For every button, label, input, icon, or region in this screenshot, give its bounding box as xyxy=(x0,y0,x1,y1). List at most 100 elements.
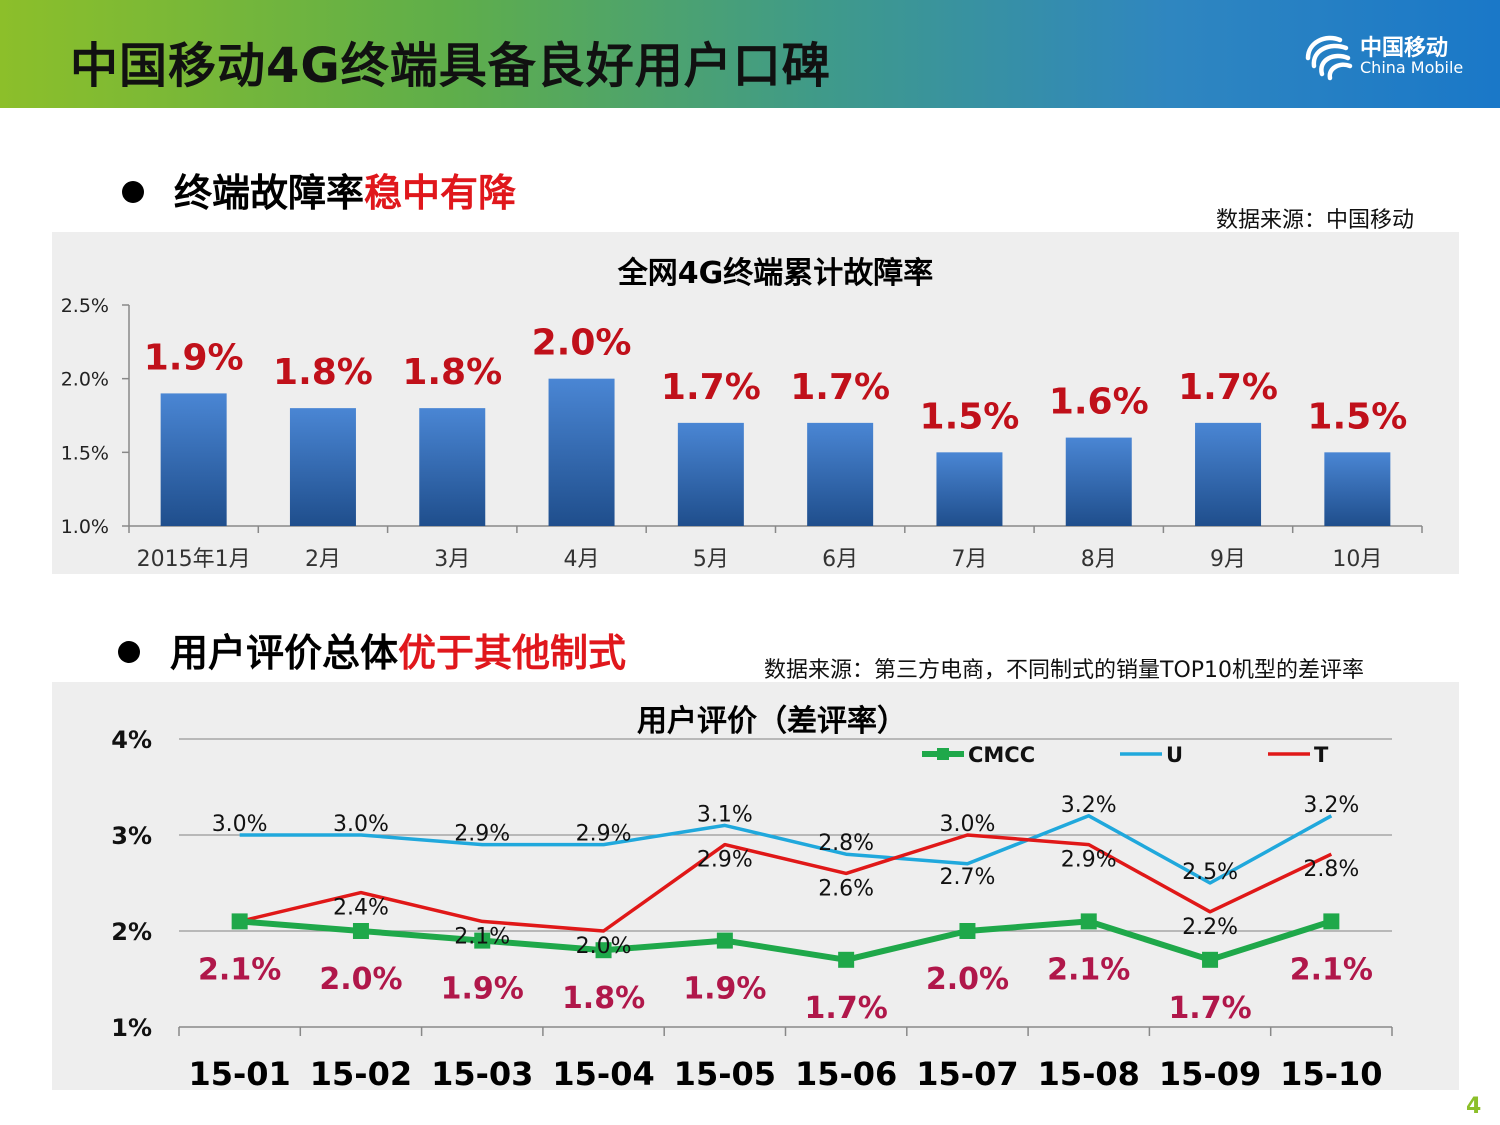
page-title: 中国移动4G终端具备良好用户口碑 xyxy=(70,38,831,94)
section2-source: 数据来源：第三方电商，不同制式的销量TOP10机型的差评率 xyxy=(764,658,1365,683)
bar xyxy=(1195,422,1262,526)
line-x-tick-label: 15-01 xyxy=(188,1055,290,1090)
line-x-tick-label: 15-06 xyxy=(795,1055,897,1090)
page-number: 4 xyxy=(1466,1094,1482,1119)
series-line-cmcc xyxy=(239,918,1333,963)
bar-x-tick-label: 2015年1月 xyxy=(137,547,251,572)
bar-x-tick-label: 8月 xyxy=(1081,547,1117,572)
section2-heading: 用户评价总体优于其他制式 xyxy=(118,622,626,677)
line-x-tick-label: 15-03 xyxy=(431,1055,533,1090)
series-u-data-label: 3.2% xyxy=(1061,793,1117,818)
cmcc-data-label: 2.0% xyxy=(926,962,1009,997)
cmcc-marker xyxy=(1202,951,1219,968)
bar-data-label: 1.6% xyxy=(1049,382,1149,423)
china-mobile-logo: 中国移动 China Mobile xyxy=(1300,28,1470,84)
logo-text-cn: 中国移动 xyxy=(1360,36,1449,61)
line-x-tick-label: 15-09 xyxy=(1159,1055,1261,1090)
cmcc-marker xyxy=(474,932,491,949)
line-x-tick-label: 15-10 xyxy=(1280,1055,1382,1090)
cmcc-marker xyxy=(1323,913,1340,930)
bar-y-tick-label: 2.5% xyxy=(61,295,109,317)
series-t-data-label: 2.2% xyxy=(1182,915,1238,940)
series-t-data-label: 2.0% xyxy=(576,934,632,959)
line-chart: 1% 2% 3% 4% 15-01 15-02 15-03 15-04 15-05 15-06 15… xyxy=(111,726,1393,1090)
cmcc-marker xyxy=(838,951,855,968)
bar-x-tick-label: 6月 xyxy=(822,547,858,572)
series-u-data-label: 2.9% xyxy=(454,822,510,847)
line-y-tick-label: 4% xyxy=(111,726,152,754)
line-x-tick-label: 15-02 xyxy=(310,1055,412,1090)
bar-x-tick-label: 4月 xyxy=(564,547,600,572)
bar xyxy=(1324,452,1391,526)
line-y-tick-label: 2% xyxy=(111,918,152,946)
bar-x-tick-label: 10月 xyxy=(1332,547,1382,572)
line-x-tick-label: 15-08 xyxy=(1038,1055,1140,1090)
cmcc-data-label: 2.1% xyxy=(1047,952,1130,987)
bar-x-tick-label: 3月 xyxy=(434,547,470,572)
section1-heading-prefix: 终端故障率 xyxy=(174,171,365,215)
section2-heading-accent: 优于其他制式 xyxy=(398,631,627,675)
series-u-data-label: 3.0% xyxy=(333,812,389,837)
bar-data-label: 1.8% xyxy=(273,352,373,393)
bar-data-label: 1.7% xyxy=(790,367,890,408)
cmcc-data-label: 1.9% xyxy=(683,972,766,1007)
failure-rate-chart-panel: 全网4G终端累计故障率 1.0% 1.5% 2.0% 2.5% 1.9% 2015年1月 1… xyxy=(52,232,1459,574)
bar xyxy=(1065,437,1132,526)
header-bar xyxy=(0,0,1500,108)
bar-x-tick-label: 9月 xyxy=(1210,547,1246,572)
bar-x-tick-label: 5月 xyxy=(693,547,729,572)
legend-label-u: U xyxy=(1166,743,1183,767)
bar-y-tick-label: 2.0% xyxy=(61,369,109,391)
series-line-u xyxy=(239,814,1333,885)
series-t-data-label: 2.4% xyxy=(333,896,389,921)
cmcc-data-label: 1.7% xyxy=(805,991,888,1026)
cmcc-data-label: 1.8% xyxy=(562,981,645,1016)
bar-data-label: 1.7% xyxy=(1178,367,1278,408)
bar-x-tick-label: 7月 xyxy=(951,547,987,572)
series-line-t xyxy=(239,833,1333,933)
series-u-data-label: 3.0% xyxy=(212,812,268,837)
cmcc-data-label: 1.7% xyxy=(1168,991,1251,1026)
cmcc-marker xyxy=(1080,913,1097,930)
bar-y-tick-label: 1.5% xyxy=(61,442,109,464)
china-mobile-logo-icon xyxy=(1305,35,1353,81)
bullet-icon xyxy=(122,180,144,203)
line-x-tick-label: 15-07 xyxy=(916,1055,1018,1090)
line-x-tick-label: 15-05 xyxy=(674,1055,776,1090)
series-u-data-label: 2.9% xyxy=(576,822,632,847)
series-t-data-label: 2.9% xyxy=(697,848,753,873)
series-t-data-label: 3.0% xyxy=(939,812,995,837)
section1-source: 数据来源：中国移动 xyxy=(1216,208,1415,233)
user-rating-chart-panel: 用户评价（差评率） 1% 2% 3% 4% 15-01 15-02 15-03 15-04 15… xyxy=(52,682,1459,1090)
line-y-tick-label: 3% xyxy=(111,822,152,850)
series-t-data-label: 2.6% xyxy=(818,876,874,901)
cmcc-data-label: 2.0% xyxy=(319,962,402,997)
series-t-data-label: 2.8% xyxy=(1303,857,1359,882)
section1-heading: 终端故障率稳中有降 xyxy=(122,162,516,217)
legend-marker-cmcc xyxy=(937,748,949,760)
bar xyxy=(548,378,615,526)
bar-data-label: 1.5% xyxy=(920,396,1020,437)
bar xyxy=(807,422,874,526)
bar-data-label: 1.9% xyxy=(144,337,244,378)
series-u-data-label: 2.8% xyxy=(818,831,874,856)
cmcc-marker xyxy=(716,932,733,949)
section1-heading-accent: 稳中有降 xyxy=(364,171,517,215)
cmcc-data-label: 2.1% xyxy=(198,952,281,987)
bar-y-tick-label: 1.0% xyxy=(61,516,109,538)
bullet-icon xyxy=(118,640,140,663)
cmcc-data-label: 1.9% xyxy=(441,972,524,1007)
bar-chart: 1.0% 1.5% 2.0% 2.5% 1.9% 2015年1月 1.8% 2月 1.8% 3月 2… xyxy=(61,295,1423,572)
bar xyxy=(160,393,227,526)
series-u-data-label: 2.5% xyxy=(1182,860,1238,885)
bar-data-label: 1.7% xyxy=(661,367,761,408)
bar xyxy=(419,408,486,526)
series-t-data-label: 2.1% xyxy=(454,924,510,949)
line-x-tick-label: 15-04 xyxy=(552,1055,654,1090)
logo-text-en: China Mobile xyxy=(1360,58,1464,77)
bar xyxy=(936,452,1003,526)
bar-x-tick-label: 2月 xyxy=(305,547,341,572)
legend-label-cmcc: CMCC xyxy=(968,743,1035,767)
legend-label-t: T xyxy=(1314,743,1329,767)
series-t-data-label: 2.9% xyxy=(1061,848,1117,873)
